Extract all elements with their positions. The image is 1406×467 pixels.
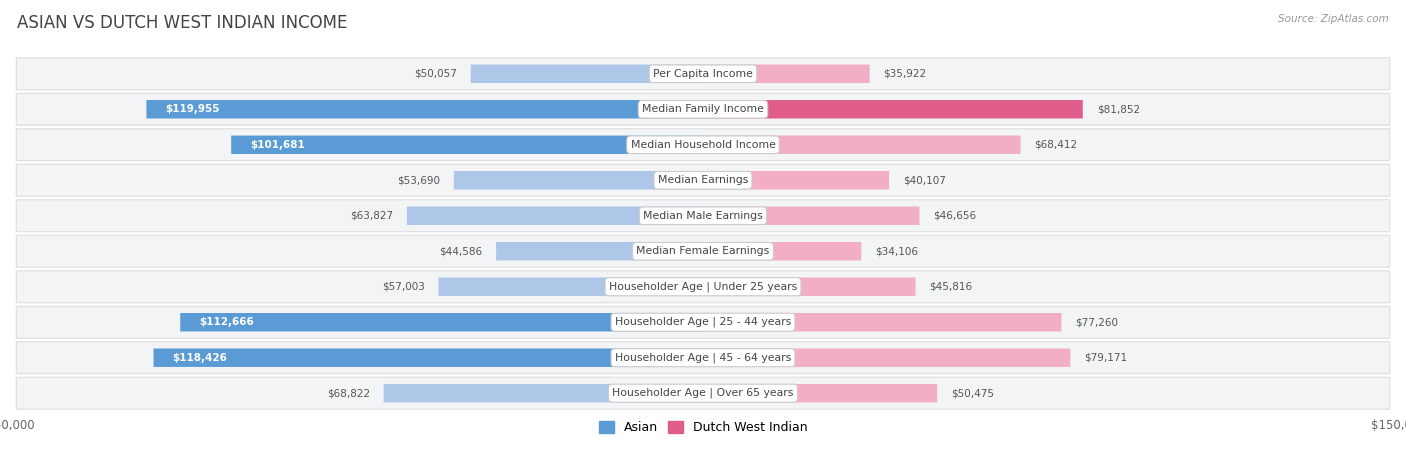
FancyBboxPatch shape bbox=[406, 206, 703, 225]
Text: $119,955: $119,955 bbox=[165, 104, 219, 114]
FancyBboxPatch shape bbox=[231, 135, 703, 154]
Text: $118,426: $118,426 bbox=[172, 353, 226, 363]
FancyBboxPatch shape bbox=[454, 171, 703, 190]
FancyBboxPatch shape bbox=[703, 135, 1021, 154]
Text: Median Household Income: Median Household Income bbox=[630, 140, 776, 150]
FancyBboxPatch shape bbox=[17, 377, 1389, 409]
FancyBboxPatch shape bbox=[703, 100, 1083, 119]
FancyBboxPatch shape bbox=[153, 348, 703, 367]
Text: $50,057: $50,057 bbox=[413, 69, 457, 79]
Text: Source: ZipAtlas.com: Source: ZipAtlas.com bbox=[1278, 14, 1389, 24]
Text: $45,816: $45,816 bbox=[929, 282, 973, 292]
Text: $57,003: $57,003 bbox=[381, 282, 425, 292]
FancyBboxPatch shape bbox=[17, 342, 1389, 374]
FancyBboxPatch shape bbox=[17, 129, 1389, 161]
FancyBboxPatch shape bbox=[703, 171, 889, 190]
FancyBboxPatch shape bbox=[703, 206, 920, 225]
Text: Householder Age | Under 25 years: Householder Age | Under 25 years bbox=[609, 282, 797, 292]
FancyBboxPatch shape bbox=[17, 200, 1389, 232]
Text: Median Female Earnings: Median Female Earnings bbox=[637, 246, 769, 256]
FancyBboxPatch shape bbox=[703, 384, 938, 403]
FancyBboxPatch shape bbox=[703, 313, 1062, 332]
FancyBboxPatch shape bbox=[439, 277, 703, 296]
FancyBboxPatch shape bbox=[17, 58, 1389, 90]
FancyBboxPatch shape bbox=[17, 235, 1389, 267]
Text: Householder Age | 25 - 44 years: Householder Age | 25 - 44 years bbox=[614, 317, 792, 327]
FancyBboxPatch shape bbox=[17, 93, 1389, 125]
Text: $79,171: $79,171 bbox=[1084, 353, 1128, 363]
FancyBboxPatch shape bbox=[703, 242, 862, 261]
FancyBboxPatch shape bbox=[180, 313, 703, 332]
FancyBboxPatch shape bbox=[703, 277, 915, 296]
Text: $81,852: $81,852 bbox=[1097, 104, 1140, 114]
FancyBboxPatch shape bbox=[17, 306, 1389, 338]
FancyBboxPatch shape bbox=[146, 100, 703, 119]
Text: ASIAN VS DUTCH WEST INDIAN INCOME: ASIAN VS DUTCH WEST INDIAN INCOME bbox=[17, 14, 347, 32]
Legend: Asian, Dutch West Indian: Asian, Dutch West Indian bbox=[593, 417, 813, 439]
Text: $68,412: $68,412 bbox=[1035, 140, 1077, 150]
FancyBboxPatch shape bbox=[703, 348, 1070, 367]
FancyBboxPatch shape bbox=[703, 64, 870, 83]
FancyBboxPatch shape bbox=[471, 64, 703, 83]
Text: $112,666: $112,666 bbox=[198, 317, 253, 327]
Text: Householder Age | Over 65 years: Householder Age | Over 65 years bbox=[612, 388, 794, 398]
FancyBboxPatch shape bbox=[384, 384, 703, 403]
FancyBboxPatch shape bbox=[17, 271, 1389, 303]
Text: $50,475: $50,475 bbox=[950, 388, 994, 398]
FancyBboxPatch shape bbox=[496, 242, 703, 261]
FancyBboxPatch shape bbox=[17, 164, 1389, 196]
Text: $63,827: $63,827 bbox=[350, 211, 392, 221]
Text: $46,656: $46,656 bbox=[934, 211, 977, 221]
Text: $68,822: $68,822 bbox=[326, 388, 370, 398]
Text: Median Male Earnings: Median Male Earnings bbox=[643, 211, 763, 221]
Text: $77,260: $77,260 bbox=[1076, 317, 1118, 327]
Text: Median Family Income: Median Family Income bbox=[643, 104, 763, 114]
Text: $34,106: $34,106 bbox=[875, 246, 918, 256]
Text: $44,586: $44,586 bbox=[439, 246, 482, 256]
Text: $53,690: $53,690 bbox=[396, 175, 440, 185]
Text: $35,922: $35,922 bbox=[883, 69, 927, 79]
Text: Householder Age | 45 - 64 years: Householder Age | 45 - 64 years bbox=[614, 353, 792, 363]
Text: Median Earnings: Median Earnings bbox=[658, 175, 748, 185]
Text: $40,107: $40,107 bbox=[903, 175, 946, 185]
Text: $101,681: $101,681 bbox=[250, 140, 305, 150]
Text: Per Capita Income: Per Capita Income bbox=[652, 69, 754, 79]
